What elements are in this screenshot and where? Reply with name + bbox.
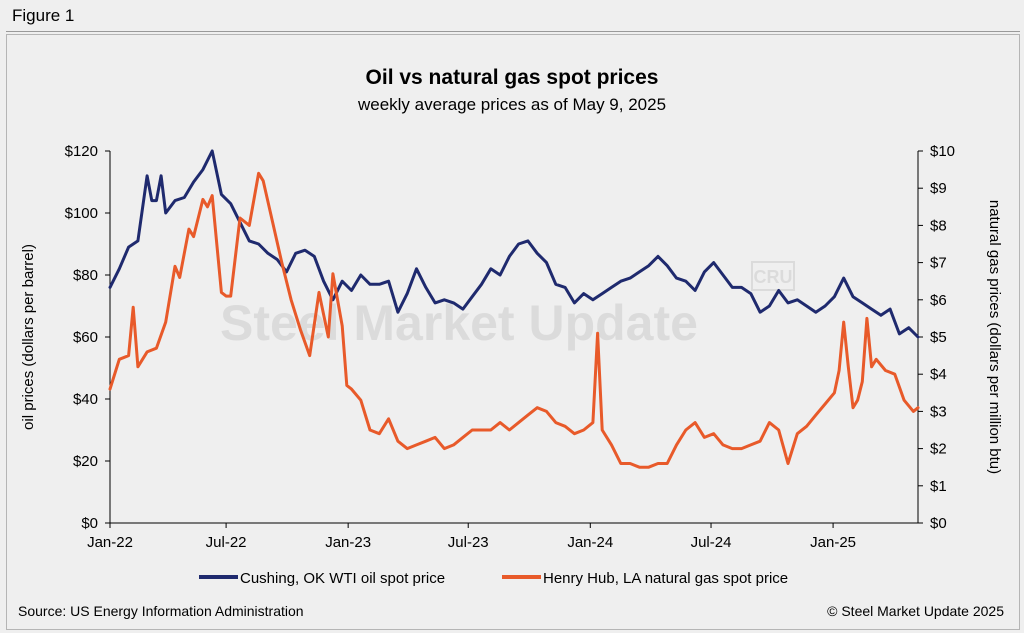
y-tick-right-label: $6 bbox=[930, 292, 947, 309]
x-tick-label: Jul-22 bbox=[206, 534, 247, 551]
legend-label-oil: Cushing, OK WTI oil spot price bbox=[240, 570, 445, 587]
y-ticks-left: $0 $20 $40 $60 $80 $100 $120 bbox=[65, 143, 110, 532]
y-tick-right-label: $1 bbox=[930, 478, 947, 495]
y-tick-left-label: $100 bbox=[65, 205, 98, 222]
figure-divider bbox=[6, 31, 1020, 32]
y-tick-right-label: $5 bbox=[930, 329, 947, 346]
source-note: Source: US Energy Information Administra… bbox=[18, 603, 304, 619]
y-tick-right-label: $2 bbox=[930, 441, 947, 458]
y-tick-right-label: $9 bbox=[930, 180, 947, 197]
y-axis-label-right: natural gas prices (dollars per million … bbox=[986, 200, 1003, 474]
chart-panel bbox=[6, 34, 1020, 630]
y-tick-right-label: $0 bbox=[930, 515, 947, 532]
y-tick-left-label: $80 bbox=[73, 267, 98, 284]
series-lines bbox=[108, 149, 920, 469]
series-line-gas bbox=[108, 171, 920, 469]
x-tick-label: Jan-22 bbox=[87, 534, 133, 551]
series-line-oil bbox=[108, 149, 920, 339]
y-tick-left-label: $120 bbox=[65, 143, 98, 160]
y-tick-right-label: $3 bbox=[930, 403, 947, 420]
watermark-badge-frame bbox=[751, 261, 795, 291]
watermark-badge: CRU bbox=[754, 267, 793, 287]
x-tick-label: Jan-24 bbox=[567, 534, 613, 551]
watermark: Steel Market Update CRU bbox=[220, 261, 795, 351]
x-tick-label: Jul-24 bbox=[691, 534, 732, 551]
y-tick-left-label: $20 bbox=[73, 453, 98, 470]
figure-label: Figure 1 bbox=[12, 6, 75, 25]
y-tick-right-label: $10 bbox=[930, 143, 955, 160]
x-tick-label: Jan-23 bbox=[325, 534, 371, 551]
y-tick-right-label: $4 bbox=[930, 366, 947, 383]
x-tick-label: Jan-25 bbox=[810, 534, 856, 551]
y-axis-label-left: oil prices (dollars per barrel) bbox=[20, 244, 37, 430]
y-ticks-right: $0 $1 $2 $3 $4 $5 $6 $7 $8 $9 $10 bbox=[918, 143, 955, 532]
y-tick-left-label: $60 bbox=[73, 329, 98, 346]
y-tick-right-label: $8 bbox=[930, 217, 947, 234]
y-tick-right-label: $7 bbox=[930, 255, 947, 272]
y-tick-left-label: $0 bbox=[81, 515, 98, 532]
chart-subtitle: weekly average prices as of May 9, 2025 bbox=[357, 95, 666, 114]
copyright-note: © Steel Market Update 2025 bbox=[827, 603, 1004, 619]
y-tick-left-label: $40 bbox=[73, 391, 98, 408]
legend: Cushing, OK WTI oil spot price Henry Hub… bbox=[199, 570, 788, 587]
chart-title: Oil vs natural gas spot prices bbox=[366, 66, 659, 89]
legend-label-gas: Henry Hub, LA natural gas spot price bbox=[543, 570, 788, 587]
x-ticks: Jan-22 Jul-22 Jan-23 Jul-23 Jan-24 Jul-24 Jan-… bbox=[87, 523, 856, 551]
x-tick-label: Jul-23 bbox=[448, 534, 489, 551]
